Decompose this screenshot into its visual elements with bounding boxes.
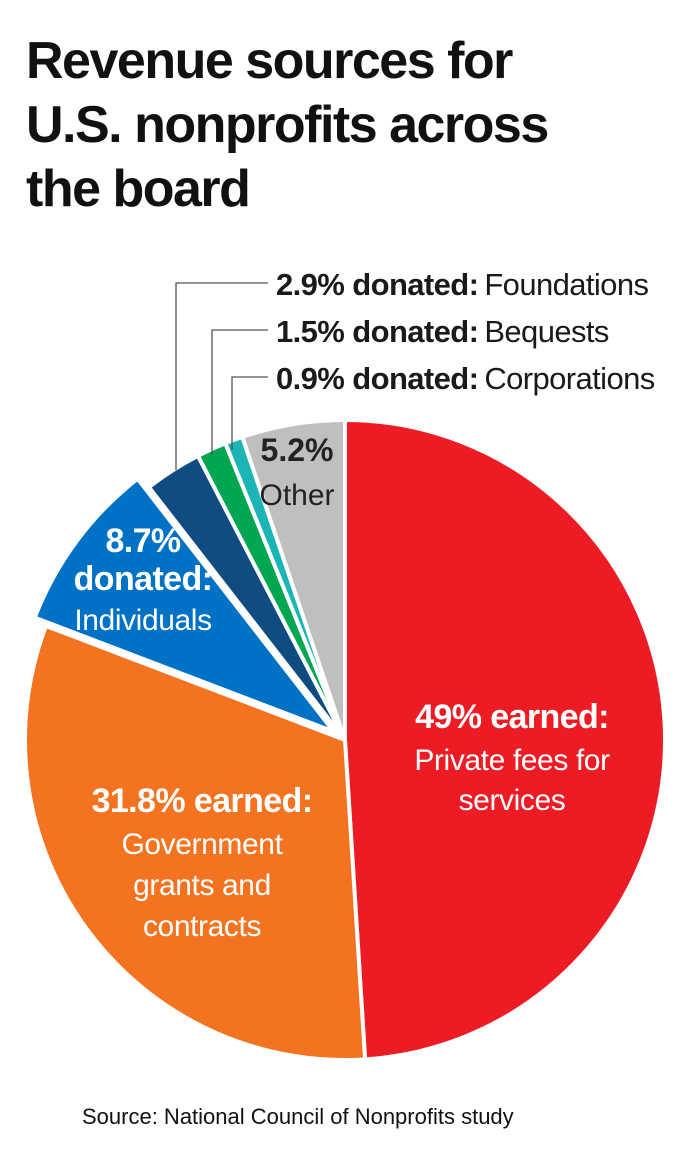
pie-chart bbox=[23, 418, 668, 1062]
label-other-value: 5.2% bbox=[261, 432, 334, 468]
callout-corporations-value: 0.9% donated: bbox=[276, 361, 478, 396]
label-government-value: 31.8% earned: bbox=[92, 782, 313, 820]
label-private-fees-value: 49% earned: bbox=[415, 698, 609, 736]
label-government-line-3: contracts bbox=[143, 910, 261, 943]
callout-bequests-label: Bequests bbox=[484, 314, 609, 349]
callout-bequests: 1.5% donated: Bequests bbox=[276, 314, 609, 349]
label-private-fees-line-2: services bbox=[459, 784, 566, 817]
label-individuals-donated: donated: bbox=[74, 560, 213, 598]
slice-private-fees bbox=[343, 418, 668, 1062]
chart-title-line-3: the board bbox=[26, 160, 249, 218]
leader-line-foundations bbox=[175, 282, 268, 470]
slice-government-grants bbox=[23, 623, 368, 1062]
slice-individuals bbox=[32, 476, 336, 734]
callout-bequests-value: 1.5% donated: bbox=[276, 314, 478, 349]
label-private-fees-line-1: Private fees for bbox=[414, 744, 610, 777]
callout-corporations: 0.9% donated: Corporations bbox=[276, 361, 655, 396]
leader-line-corporations bbox=[231, 376, 268, 450]
label-government-line-2: grants and bbox=[133, 869, 271, 902]
label-government-line-1: Government bbox=[121, 828, 283, 861]
label-individuals-value: 8.7% bbox=[105, 522, 180, 560]
callout-foundations: 2.9% donated: Foundations bbox=[276, 267, 648, 302]
chart-title-line-1: Revenue sources for bbox=[26, 32, 513, 90]
callout-foundations-label: Foundations bbox=[484, 267, 648, 302]
label-other-line-1: Other bbox=[259, 479, 334, 512]
source-note: Source: National Council of Nonprofits s… bbox=[82, 1104, 514, 1129]
slice-other bbox=[240, 418, 347, 742]
callout-foundations-value: 2.9% donated: bbox=[276, 267, 478, 302]
leader-line-bequests bbox=[211, 329, 268, 455]
callout-corporations-label: Corporations bbox=[484, 361, 654, 396]
label-individuals-line-1: Individuals bbox=[74, 604, 211, 637]
chart-title-line-2: U.S. nonprofits across bbox=[26, 96, 548, 154]
